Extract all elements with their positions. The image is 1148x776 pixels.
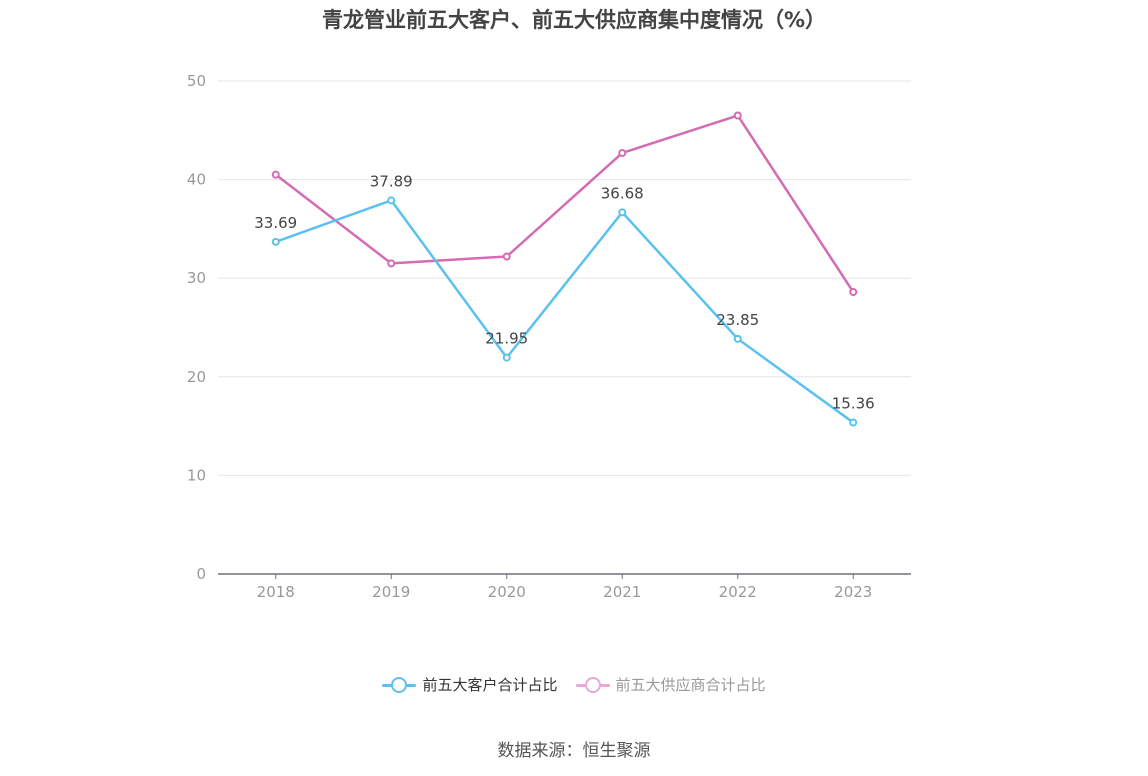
data-point xyxy=(502,353,511,362)
x-tick-label: 2022 xyxy=(719,583,757,601)
source-note: 数据来源：恒生聚源 xyxy=(497,741,651,761)
y-tick-label: 30 xyxy=(187,269,206,287)
y-axis-ticks: 0 10 20 30 40 50 xyxy=(187,72,206,583)
data-point xyxy=(733,111,742,120)
data-point xyxy=(618,148,627,157)
y-tick-label: 40 xyxy=(187,171,206,189)
y-tick-label: 50 xyxy=(187,72,206,90)
data-label: 36.68 xyxy=(601,184,644,202)
chart-title: 青龙管业前五大客户、前五大供应商集中度情况（%） xyxy=(321,8,827,32)
series-line-0 xyxy=(275,199,854,424)
x-tick-label: 2023 xyxy=(834,583,872,601)
legend: 前五大客户合计占比 前五大供应商合计占比 xyxy=(0,674,1148,695)
x-axis: 2018 2019 2020 2021 2022 2023 xyxy=(218,573,911,601)
data-point xyxy=(849,418,858,427)
legend-item-suppliers[interactable]: 前五大供应商合计占比 xyxy=(575,674,766,695)
legend-item-customers[interactable]: 前五大客户合计占比 xyxy=(382,674,558,695)
data-label: 15.36 xyxy=(832,395,875,413)
data-point xyxy=(733,334,742,343)
data-point xyxy=(618,208,627,217)
data-label: 21.95 xyxy=(485,330,528,348)
data-label: 23.85 xyxy=(716,311,759,329)
data-point xyxy=(271,170,280,179)
legend-label-customers: 前五大客户合计占比 xyxy=(422,676,558,694)
y-tick-label: 20 xyxy=(187,368,206,386)
data-point xyxy=(502,252,511,261)
x-tick-label: 2019 xyxy=(372,583,410,601)
grid-lines xyxy=(218,80,911,476)
x-tick-label: 2020 xyxy=(488,583,526,601)
x-tick-label: 2021 xyxy=(603,583,641,601)
data-label: 37.89 xyxy=(370,172,413,190)
data-label: 33.69 xyxy=(254,214,297,232)
legend-marker-suppliers xyxy=(575,675,610,695)
data-point xyxy=(387,259,396,268)
data-point xyxy=(387,196,396,205)
data-point xyxy=(849,288,858,297)
series-line-1 xyxy=(274,114,855,293)
data-labels: 33.69 37.89 21.95 36.68 23.85 15.36 xyxy=(254,172,874,412)
legend-label-suppliers: 前五大供应商合计占比 xyxy=(615,676,766,694)
series-lines xyxy=(271,111,858,427)
x-tick-label: 2018 xyxy=(257,583,295,601)
y-tick-label: 0 xyxy=(196,565,206,583)
data-point xyxy=(271,237,280,246)
legend-marker-customers xyxy=(382,675,417,695)
y-tick-label: 10 xyxy=(187,466,206,484)
